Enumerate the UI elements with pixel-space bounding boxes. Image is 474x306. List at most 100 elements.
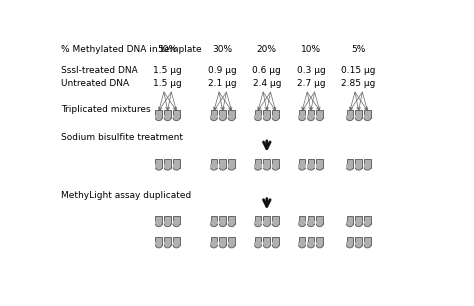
Ellipse shape xyxy=(228,222,235,227)
Bar xyxy=(222,166,226,167)
Bar xyxy=(358,223,362,224)
Bar xyxy=(255,242,262,245)
Bar xyxy=(173,110,180,118)
Ellipse shape xyxy=(356,115,362,121)
Bar xyxy=(173,242,180,245)
Ellipse shape xyxy=(264,115,270,121)
Text: 2.7 μg: 2.7 μg xyxy=(297,79,325,88)
Bar xyxy=(307,221,315,224)
Bar xyxy=(364,221,371,224)
Bar xyxy=(176,117,180,118)
Bar xyxy=(272,237,279,245)
Bar xyxy=(255,115,262,118)
Ellipse shape xyxy=(264,222,270,227)
Ellipse shape xyxy=(210,222,217,227)
Bar xyxy=(219,216,226,224)
Ellipse shape xyxy=(272,222,279,227)
Bar xyxy=(173,221,180,224)
Text: 0.15 μg: 0.15 μg xyxy=(341,66,376,75)
Ellipse shape xyxy=(164,115,171,121)
Bar xyxy=(355,221,362,224)
Text: 1.5 μg: 1.5 μg xyxy=(153,66,182,75)
Ellipse shape xyxy=(228,165,235,170)
Text: 20%: 20% xyxy=(257,45,277,54)
Bar xyxy=(356,159,362,167)
Bar xyxy=(358,117,362,118)
Text: MethyLight assay duplicated: MethyLight assay duplicated xyxy=(61,191,191,200)
Bar xyxy=(164,159,171,167)
Bar xyxy=(255,110,261,118)
Bar xyxy=(155,164,163,167)
Bar xyxy=(272,115,279,118)
Bar xyxy=(164,237,171,245)
Bar xyxy=(349,117,353,118)
Text: 2.4 μg: 2.4 μg xyxy=(253,79,281,88)
Bar xyxy=(346,242,354,245)
Ellipse shape xyxy=(346,115,353,121)
Bar xyxy=(307,242,315,245)
Bar xyxy=(257,223,261,224)
Bar xyxy=(222,244,226,245)
Bar xyxy=(255,164,262,167)
Bar xyxy=(164,221,171,224)
Bar xyxy=(173,164,180,167)
Bar xyxy=(301,166,305,167)
Ellipse shape xyxy=(346,165,353,170)
Bar xyxy=(155,159,162,167)
Ellipse shape xyxy=(219,165,226,170)
Ellipse shape xyxy=(210,165,217,170)
Bar xyxy=(307,115,315,118)
Text: 0.6 μg: 0.6 μg xyxy=(253,66,281,75)
Bar xyxy=(155,242,163,245)
Bar xyxy=(255,159,261,167)
Bar xyxy=(210,164,218,167)
Bar xyxy=(356,216,362,224)
Bar xyxy=(310,223,314,224)
Ellipse shape xyxy=(308,115,314,121)
Bar xyxy=(228,221,235,224)
Bar xyxy=(255,221,262,224)
Ellipse shape xyxy=(164,165,171,170)
Bar xyxy=(275,117,279,118)
Bar xyxy=(308,110,314,118)
Bar xyxy=(356,237,362,245)
Bar xyxy=(228,110,235,118)
Bar xyxy=(266,117,270,118)
Bar xyxy=(355,115,362,118)
Bar xyxy=(319,117,323,118)
Bar xyxy=(255,216,261,224)
Text: 2.1 μg: 2.1 μg xyxy=(209,79,237,88)
Bar xyxy=(164,110,171,118)
Bar xyxy=(299,110,305,118)
Bar xyxy=(346,110,353,118)
Bar xyxy=(316,164,323,167)
Ellipse shape xyxy=(264,165,270,170)
Bar xyxy=(346,216,353,224)
Bar xyxy=(167,166,171,167)
Bar xyxy=(158,166,162,167)
Bar xyxy=(275,244,279,245)
Text: 30%: 30% xyxy=(213,45,233,54)
Ellipse shape xyxy=(255,115,261,121)
Bar xyxy=(317,110,323,118)
Bar xyxy=(346,115,354,118)
Bar xyxy=(210,216,217,224)
Ellipse shape xyxy=(210,115,217,121)
Bar xyxy=(317,216,323,224)
Bar xyxy=(255,237,261,245)
Bar xyxy=(219,242,227,245)
Bar xyxy=(222,223,226,224)
Bar xyxy=(310,244,314,245)
Text: 10%: 10% xyxy=(301,45,321,54)
Bar xyxy=(158,223,162,224)
Bar xyxy=(213,166,217,167)
Bar xyxy=(231,223,235,224)
Bar xyxy=(219,237,226,245)
Text: 2.85 μg: 2.85 μg xyxy=(341,79,376,88)
Bar xyxy=(167,223,171,224)
Bar xyxy=(349,244,353,245)
Ellipse shape xyxy=(272,243,279,248)
Ellipse shape xyxy=(173,243,180,248)
Bar xyxy=(319,166,323,167)
Ellipse shape xyxy=(346,243,353,248)
